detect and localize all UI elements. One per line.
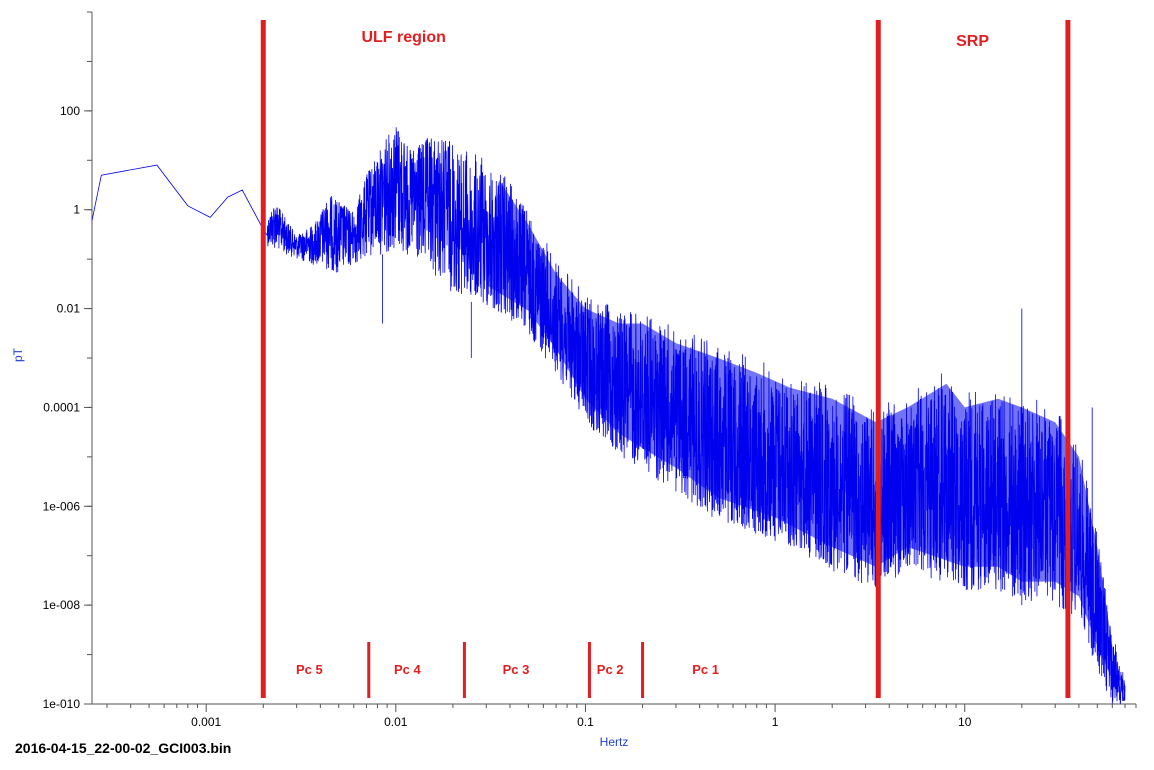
y-tick-label: 1 <box>73 203 80 217</box>
band-label: Pc 2 <box>597 662 624 677</box>
y-tick-label: 0.01 <box>57 302 81 316</box>
annotations: ULF region SRP Pc 5 Pc 4 Pc 3 Pc 2 Pc 1 <box>260 20 1071 698</box>
series-line <box>91 127 1126 705</box>
series-envelope <box>486 180 1125 696</box>
x-axis-label: Hertz <box>600 735 629 749</box>
band-label: Pc 4 <box>394 662 422 677</box>
x-tick-label: 0.1 <box>577 715 594 729</box>
plot-area <box>91 127 1126 705</box>
chart-axes: 100 1 0.01 0.0001 1e-006 1e-008 1e-010 0.001 0.0… <box>43 11 1137 729</box>
y-tick-label: 1e-008 <box>43 598 81 612</box>
x-tick-label: 0.01 <box>384 715 408 729</box>
band-label: Pc 1 <box>692 662 719 677</box>
x-tick-label: 1 <box>772 715 779 729</box>
y-tick-label: 0.0001 <box>43 400 80 414</box>
band-label: Pc 3 <box>503 662 530 677</box>
y-tick-label: 1e-006 <box>43 499 81 513</box>
y-tick-label: 100 <box>60 104 80 118</box>
region-label: SRP <box>956 33 989 50</box>
y-tick-label: 1e-010 <box>43 697 81 711</box>
x-tick-label: 10 <box>958 715 972 729</box>
y-axis-label: pT <box>11 347 25 362</box>
file-name-label: 2016-04-15_22-00-02_GCI003.bin <box>15 740 232 756</box>
x-tick-label: 0.001 <box>191 715 221 729</box>
region-label: ULF region <box>361 29 445 46</box>
band-label: Pc 5 <box>296 662 323 677</box>
